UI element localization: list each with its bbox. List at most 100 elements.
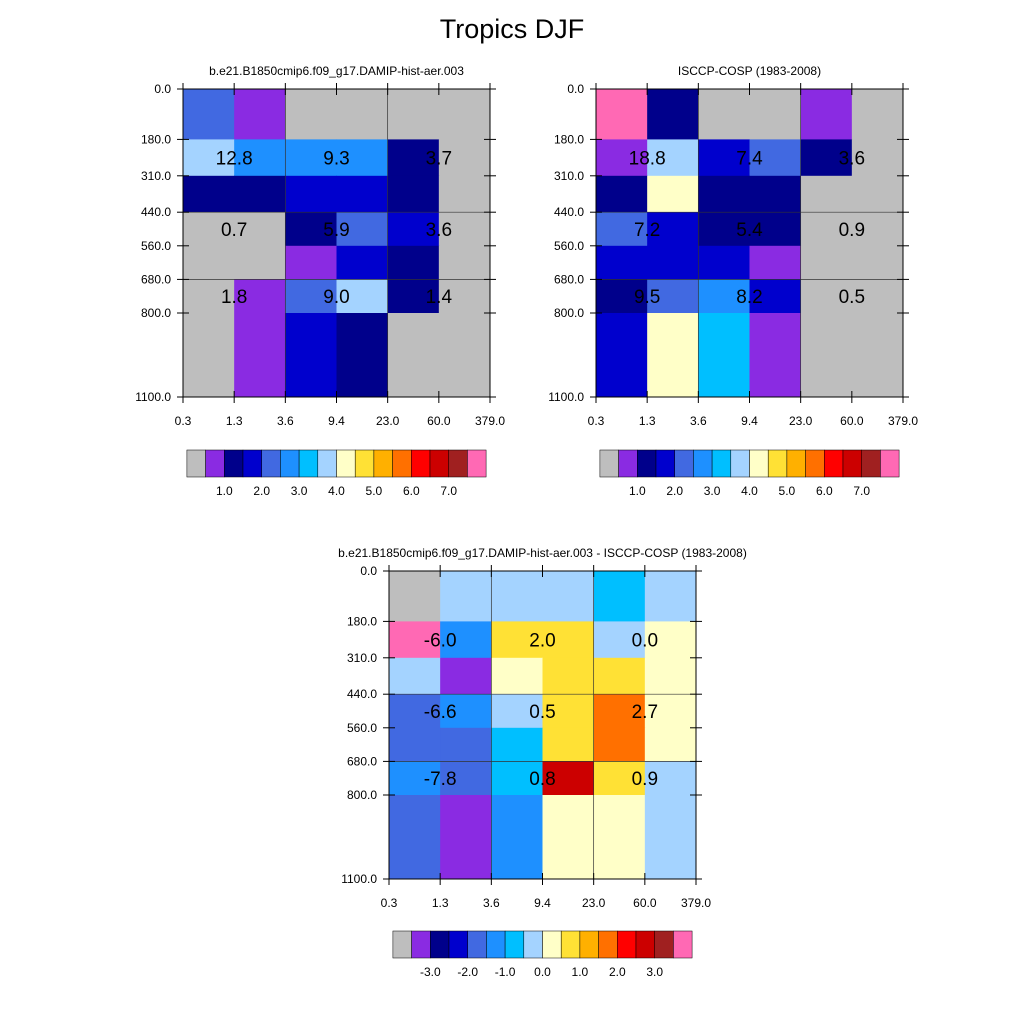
colorbar-box: [429, 449, 449, 478]
heatmap-cell: [285, 279, 337, 314]
heatmap-cell: [596, 89, 648, 140]
colorbar-box: [373, 449, 393, 478]
colorbar-label: 1.0: [216, 484, 233, 498]
heatmap-cell: [389, 621, 441, 659]
heatmap-cell: [593, 727, 646, 762]
y-tick-label: 560.0: [141, 239, 171, 253]
heatmap-cell: [234, 245, 286, 280]
heatmap-cell: [644, 694, 697, 729]
colorbar-box: [805, 449, 825, 478]
heatmap-cell: [851, 175, 904, 213]
heatmap-cell: [183, 139, 235, 177]
colorbar-box: [693, 449, 713, 478]
heatmap-cell: [596, 279, 648, 314]
colorbar-box: [317, 449, 337, 478]
panel-1: b.e21.B1850cmip6.f09_g17.DAMIP-hist-aer.…: [135, 64, 505, 498]
heatmap-cell: [183, 89, 235, 140]
colorbar-box: [354, 449, 375, 478]
colorbar-label: 1.0: [572, 965, 589, 979]
colorbar-label: 3.0: [291, 484, 308, 498]
x-tick-label: 23.0: [376, 414, 400, 428]
y-tick-label: 180.0: [554, 132, 584, 146]
colorbar-box: [523, 930, 543, 959]
x-tick-label: 9.4: [741, 414, 758, 428]
y-tick-label: 680.0: [347, 754, 377, 768]
data-label: 5.9: [323, 220, 349, 241]
y-tick-label: 1100.0: [341, 872, 377, 886]
heatmap-cell: [749, 89, 802, 140]
colorbar-label: 2.0: [609, 965, 626, 979]
heatmap-cell: [647, 212, 699, 247]
y-tick-label: 800.0: [347, 788, 377, 802]
x-tick-label: 1.3: [432, 896, 449, 910]
colorbar-box: [186, 449, 206, 478]
y-tick-label: 310.0: [554, 169, 584, 183]
y-tick-label: 0.0: [567, 82, 584, 96]
x-tick-label: 23.0: [789, 414, 813, 428]
heatmap-cell: [389, 727, 441, 762]
heatmap-cell: [596, 245, 648, 280]
heatmap-cell: [596, 313, 648, 398]
heatmap-cell: [698, 245, 750, 280]
colorbar-label: -1.0: [495, 965, 516, 979]
heatmap-cell: [800, 139, 853, 177]
heatmap-cell: [749, 279, 802, 314]
colorbar-label: 0.0: [534, 965, 551, 979]
heatmap-cell: [698, 175, 750, 213]
heatmap-cell: [285, 89, 337, 140]
panel-title: b.e21.B1850cmip6.f09_g17.DAMIP-hist-aer.…: [209, 64, 464, 78]
heatmap-cell: [749, 175, 802, 213]
colorbar-box: [635, 930, 655, 959]
x-tick-label: 0.3: [381, 896, 398, 910]
data-label: 3.7: [426, 149, 452, 170]
data-label: 0.9: [839, 220, 865, 241]
heatmap-cell: [389, 694, 441, 729]
colorbar-box: [786, 449, 806, 478]
colorbar-box: [504, 930, 525, 959]
colorbar-box: [242, 449, 262, 478]
heatmap-cell: [285, 139, 337, 177]
panel-title: ISCCP-COSP (1983-2008): [678, 64, 821, 78]
data-label: 12.8: [216, 149, 253, 170]
colorbar-box: [674, 449, 694, 478]
y-tick-label: 440.0: [141, 205, 171, 219]
heatmap-cell: [234, 313, 286, 398]
data-label: 7.4: [736, 149, 763, 170]
colorbar-box: [224, 449, 244, 478]
heatmap-cell: [336, 245, 389, 280]
colorbar-box: [486, 930, 506, 959]
y-tick-label: 560.0: [554, 239, 584, 253]
heatmap-cell: [644, 657, 697, 695]
heatmap-cell: [387, 139, 440, 177]
colorbar-box: [749, 449, 769, 478]
page-title: Tropics DJF: [439, 14, 585, 44]
data-label: 9.0: [323, 287, 349, 308]
colorbar-box: [467, 930, 487, 959]
heatmap-cell: [387, 313, 440, 398]
heatmap-cell: [593, 761, 646, 796]
colorbar-box: [711, 449, 732, 478]
heatmap-cell: [285, 245, 337, 280]
x-tick-label: 1.3: [226, 414, 243, 428]
heatmap-cell: [336, 89, 389, 140]
data-label: 0.9: [632, 769, 658, 790]
heatmap-cell: [285, 175, 337, 213]
colorbar-box: [673, 930, 693, 959]
heatmap-cell: [542, 694, 595, 729]
heatmap-cell: [851, 212, 904, 247]
colorbar-box: [336, 449, 356, 478]
colorbar-box: [599, 449, 619, 478]
y-tick-label: 440.0: [554, 205, 584, 219]
heatmap-cell: [183, 212, 235, 247]
x-tick-label: 3.6: [483, 896, 500, 910]
heatmap-cell: [336, 175, 389, 213]
heatmap-cell: [542, 795, 595, 880]
heatmap-cell: [644, 727, 697, 762]
heatmap-cell: [234, 175, 286, 213]
colorbar-box: [617, 930, 637, 959]
heatmap-cell: [542, 761, 595, 796]
heatmap-cell: [593, 621, 646, 659]
colorbar-box: [842, 449, 862, 478]
heatmap-cell: [491, 795, 543, 880]
y-tick-label: 0.0: [360, 564, 377, 578]
